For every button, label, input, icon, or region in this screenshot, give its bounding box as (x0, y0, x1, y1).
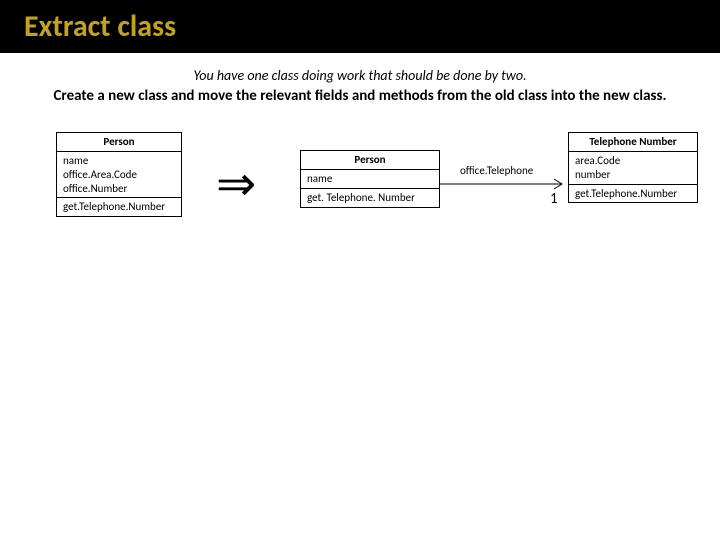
uml-attr: office.Number (63, 182, 175, 196)
description-block: You have one class doing work that shoul… (0, 53, 720, 114)
uml-class-title: Person (57, 133, 181, 152)
slide-header: Extract class (0, 0, 720, 53)
solution-statement: Create a new class and move the relevant… (40, 86, 680, 106)
association-multiplicity: 1 (550, 190, 558, 208)
uml-class-after-telephone: Telephone Number area.Code number get.Te… (568, 132, 698, 203)
uml-methods: get.Telephone.Number (57, 198, 181, 216)
uml-class-title: Telephone Number (569, 133, 697, 152)
transform-arrow-icon: ⇒ (216, 160, 256, 208)
uml-attr: office.Area.Code (63, 168, 175, 182)
uml-attr: number (575, 168, 691, 182)
uml-method: get.Telephone.Number (575, 187, 691, 201)
slide-title: Extract class (24, 8, 720, 45)
uml-attributes: area.Code number (569, 152, 697, 185)
uml-attr: area.Code (575, 154, 691, 168)
uml-method: get.Telephone.Number (63, 200, 175, 214)
association-line (440, 178, 568, 192)
uml-class-before-person: Person name office.Area.Code office.Numb… (56, 132, 182, 217)
uml-class-title: Person (301, 151, 439, 170)
uml-attributes: name (301, 170, 439, 189)
uml-method: get. Telephone. Number (307, 191, 433, 205)
uml-attributes: name office.Area.Code office.Number (57, 152, 181, 198)
uml-methods: get. Telephone. Number (301, 189, 439, 207)
uml-class-after-person: Person name get. Telephone. Number (300, 150, 440, 207)
uml-attr: name (63, 154, 175, 168)
problem-statement: You have one class doing work that shoul… (40, 67, 680, 84)
association-label: office.Telephone (460, 164, 533, 177)
uml-methods: get.Telephone.Number (569, 185, 697, 203)
uml-diagram: Person name office.Area.Code office.Numb… (0, 132, 720, 312)
uml-attr: name (307, 172, 433, 186)
